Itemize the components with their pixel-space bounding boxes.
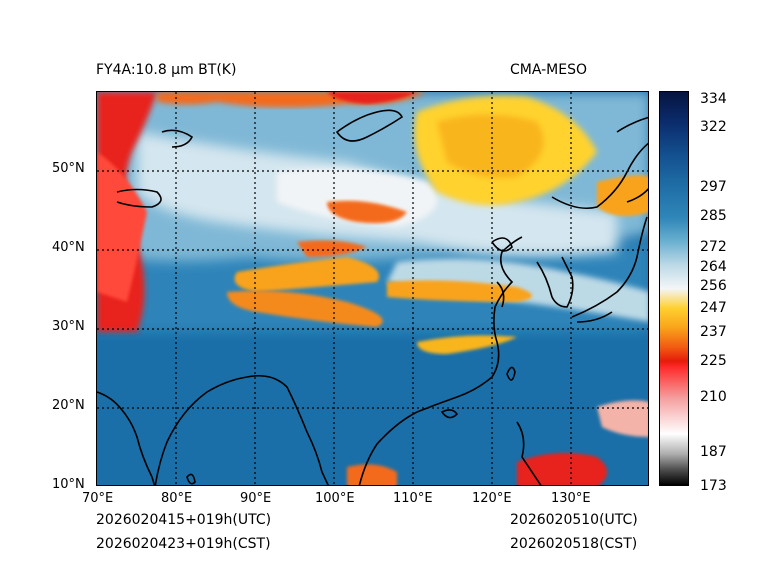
coast-east-china xyxy=(493,236,523,343)
coast-taiwan xyxy=(506,366,516,381)
lat-label-30n: 30°N xyxy=(52,319,85,334)
coast-korea xyxy=(536,256,574,308)
cloud-pacific-east xyxy=(597,400,648,437)
cold-cloud-west-core xyxy=(97,152,147,302)
lon-label-80e: 80°E xyxy=(161,491,193,506)
lon-label-120e: 120°E xyxy=(472,491,512,506)
colorbar-tick-256: 256 xyxy=(700,278,727,294)
graticule xyxy=(97,92,648,485)
lon-label-100e: 100°E xyxy=(315,491,355,506)
lake-balkhash xyxy=(161,129,194,148)
cold-cloud-tibet xyxy=(227,290,383,327)
colorbar-tick-272: 272 xyxy=(700,239,727,255)
coast-yellow-sea xyxy=(496,281,505,308)
coast-philippines xyxy=(516,421,542,485)
init-time-utc: 2026020415+019h(UTC) xyxy=(96,512,272,528)
map-title-right: CMA-MESO xyxy=(510,62,588,78)
cold-cloud-southeast xyxy=(517,453,607,485)
lon-label-90e: 90°E xyxy=(240,491,272,506)
colorbar-tick-285: 285 xyxy=(700,208,727,224)
lon-label-110e: 110°E xyxy=(393,491,433,506)
valid-time-cst: 2026020518(CST) xyxy=(510,536,638,552)
coast-south-china xyxy=(416,341,500,413)
colorbar-tick-210: 210 xyxy=(700,389,727,405)
coast-japan-south xyxy=(576,311,613,323)
colorbar-tick-297: 297 xyxy=(700,179,727,195)
coast-india-west xyxy=(97,391,156,485)
brightness-temperature-colorbar xyxy=(659,91,689,486)
map-title-left: FY4A:10.8 µm BT(K) xyxy=(96,62,237,78)
colorbar-tick-187: 187 xyxy=(700,444,727,460)
coast-russia-east xyxy=(551,142,648,210)
colorbar-tick-334: 334 xyxy=(700,91,727,107)
colorbar-tick-247: 247 xyxy=(700,300,727,316)
colorbar-tick-237: 237 xyxy=(700,324,727,340)
cold-cloud-sw-china xyxy=(234,257,379,292)
coast-hokkaido xyxy=(626,188,648,203)
lat-label-40n: 40°N xyxy=(52,240,85,255)
cold-cloud-east-china xyxy=(387,280,532,302)
cold-cloud-streak-1 xyxy=(297,240,367,257)
coast-sakhalin xyxy=(616,116,648,133)
cold-cloud-streak-2 xyxy=(327,200,407,224)
valid-time-utc: 2026020510(UTC) xyxy=(510,512,638,528)
colorbar-tick-322: 322 xyxy=(700,119,727,135)
cold-cloud-south xyxy=(347,464,397,485)
init-time-cst: 2026020423+019h(CST) xyxy=(96,536,271,552)
satellite-map-svg xyxy=(97,92,648,485)
cold-cloud-core-north xyxy=(437,114,544,178)
lake-aral xyxy=(116,188,162,208)
coast-india-east xyxy=(154,376,248,485)
coast-bohai xyxy=(491,237,513,252)
colorbar-tick-173: 173 xyxy=(700,478,727,494)
coast-sri-lanka xyxy=(186,473,196,485)
cold-cloud-top-core xyxy=(327,92,417,104)
coast-indochina xyxy=(358,411,418,485)
colorbar-tick-225: 225 xyxy=(700,353,727,369)
lon-label-70e: 70°E xyxy=(82,491,114,506)
coast-myanmar xyxy=(246,374,329,485)
lon-label-130e: 130°E xyxy=(551,491,591,506)
colorbar-tick-264: 264 xyxy=(700,259,727,275)
coast-hainan xyxy=(440,409,459,419)
lat-label-20n: 20°N xyxy=(52,398,85,413)
lake-baikal xyxy=(335,109,404,142)
lat-label-50n: 50°N xyxy=(52,161,85,176)
cold-cloud-northeast xyxy=(597,175,648,216)
coastlines xyxy=(97,109,648,485)
lat-label-10n: 10°N xyxy=(52,477,85,492)
cold-cloud-yangtze xyxy=(417,335,517,354)
coast-japan xyxy=(571,216,648,318)
satellite-map-panel xyxy=(96,91,649,486)
